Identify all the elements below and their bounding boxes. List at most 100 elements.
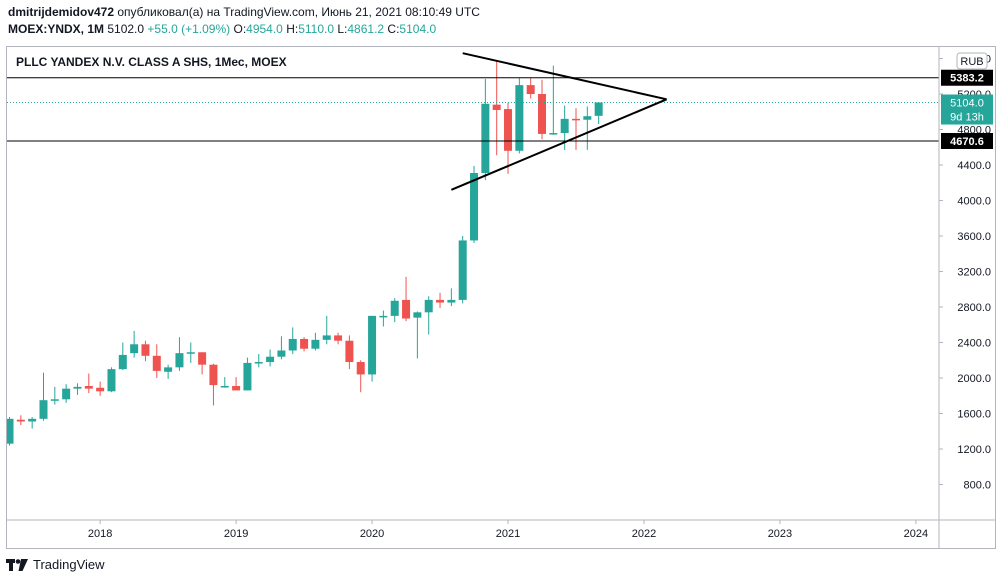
candle-body bbox=[254, 362, 263, 364]
candle[interactable] bbox=[266, 349, 275, 367]
candle-body bbox=[379, 315, 388, 318]
candle[interactable] bbox=[277, 336, 286, 360]
candle[interactable] bbox=[254, 354, 263, 368]
candlestick-chart[interactable]: 800.0 1200.0 1600.0 2000.0 2400.0 2800.0 3200.… bbox=[5, 47, 995, 548]
candle-body bbox=[515, 85, 524, 151]
candle-body bbox=[164, 367, 173, 372]
candle[interactable] bbox=[300, 337, 309, 352]
candle[interactable] bbox=[515, 78, 524, 154]
candle-body bbox=[402, 299, 411, 319]
chart-title: PLLC YANDEX N.V. CLASS A SHS, 1Мес, MOEX bbox=[16, 55, 287, 69]
triangle-upper-trendline[interactable] bbox=[462, 52, 667, 101]
candle[interactable] bbox=[232, 377, 241, 391]
candle-body bbox=[447, 299, 456, 303]
candle[interactable] bbox=[220, 377, 229, 388]
candle[interactable] bbox=[458, 236, 467, 304]
candle[interactable] bbox=[356, 360, 365, 393]
candle[interactable] bbox=[288, 327, 297, 355]
y-tick-label: 2800.0 bbox=[957, 302, 991, 314]
candle-body bbox=[470, 172, 479, 241]
candle-body bbox=[243, 362, 252, 391]
candle[interactable] bbox=[492, 60, 501, 156]
candle-body bbox=[118, 354, 127, 370]
candle-body bbox=[130, 344, 139, 354]
candle[interactable] bbox=[470, 165, 479, 244]
chart-frame[interactable]: 800.0 1200.0 1600.0 2000.0 2400.0 2800.0 3200.… bbox=[5, 46, 996, 549]
candle[interactable] bbox=[549, 65, 558, 135]
candle[interactable] bbox=[164, 364, 173, 379]
candle[interactable] bbox=[345, 335, 354, 370]
candle[interactable] bbox=[209, 363, 218, 406]
brand-name[interactable]: TradingView bbox=[33, 557, 105, 572]
candle-body bbox=[28, 418, 37, 422]
candle[interactable] bbox=[504, 102, 513, 174]
candle[interactable] bbox=[107, 367, 116, 393]
candle-body bbox=[368, 315, 377, 375]
level-price-label: 5383.2 bbox=[950, 73, 984, 85]
candle-body bbox=[141, 344, 150, 356]
candle-body bbox=[526, 85, 535, 94]
level-price-badge bbox=[941, 132, 993, 149]
candle[interactable] bbox=[84, 373, 93, 394]
candle[interactable] bbox=[402, 276, 411, 322]
candle[interactable] bbox=[96, 381, 105, 396]
y-tick-label: 3200.0 bbox=[957, 267, 991, 279]
candle[interactable] bbox=[322, 315, 331, 345]
last-price-badge bbox=[941, 94, 993, 125]
candle[interactable] bbox=[118, 342, 127, 371]
candle-body bbox=[16, 419, 25, 422]
candle-body bbox=[424, 299, 433, 313]
candle[interactable] bbox=[186, 342, 195, 363]
level-price-badge bbox=[941, 69, 993, 86]
candle[interactable] bbox=[526, 78, 535, 99]
candle[interactable] bbox=[311, 332, 320, 351]
candle[interactable] bbox=[424, 296, 433, 335]
candle-body bbox=[277, 350, 286, 357]
candle-body bbox=[322, 335, 331, 340]
candle[interactable] bbox=[572, 108, 580, 150]
candle-body bbox=[356, 362, 365, 375]
candle-body bbox=[334, 335, 343, 341]
candle[interactable] bbox=[141, 340, 150, 362]
y-tick-label: 4400.0 bbox=[957, 160, 991, 172]
candle-body bbox=[232, 385, 241, 391]
candle[interactable] bbox=[334, 332, 343, 345]
candle-body bbox=[186, 352, 195, 354]
candle-body bbox=[436, 299, 445, 303]
candle[interactable] bbox=[152, 344, 161, 378]
candle[interactable] bbox=[436, 292, 445, 308]
candle[interactable] bbox=[481, 78, 490, 181]
candle[interactable] bbox=[28, 417, 37, 429]
candle[interactable] bbox=[538, 79, 547, 140]
author-name[interactable]: dmitrijdemidov472 bbox=[8, 5, 115, 19]
ohlc-line: MOEX:YNDX, 1M 5102.0 +55.0 (+1.09%) O:49… bbox=[8, 22, 436, 36]
candle[interactable] bbox=[594, 101, 603, 125]
x-tick-label: 2018 bbox=[88, 528, 112, 540]
candle[interactable] bbox=[16, 415, 25, 426]
candle[interactable] bbox=[73, 383, 82, 395]
candle[interactable] bbox=[243, 357, 252, 391]
candle-body bbox=[538, 94, 547, 134]
candle[interactable] bbox=[583, 106, 592, 150]
candle[interactable] bbox=[62, 384, 71, 403]
candle[interactable] bbox=[175, 337, 184, 371]
candle[interactable] bbox=[39, 372, 48, 421]
x-tick-label: 2023 bbox=[768, 528, 792, 540]
candle-body bbox=[583, 116, 592, 120]
candle[interactable] bbox=[447, 288, 456, 307]
y-tick-label: 4000.0 bbox=[957, 196, 991, 208]
currency-badge-box[interactable] bbox=[956, 52, 988, 70]
currency-badge[interactable]: RUB bbox=[960, 56, 983, 68]
open-label: O: bbox=[233, 22, 247, 36]
candle[interactable] bbox=[130, 330, 139, 358]
candle[interactable] bbox=[50, 386, 59, 405]
candle[interactable] bbox=[5, 417, 14, 446]
candle[interactable] bbox=[413, 311, 422, 359]
triangle-lower-trendline[interactable] bbox=[450, 98, 668, 191]
open-value: 4954.0 bbox=[246, 22, 283, 36]
candle[interactable] bbox=[198, 352, 207, 375]
candle[interactable] bbox=[379, 310, 388, 327]
candle-body bbox=[560, 118, 569, 134]
candle[interactable] bbox=[368, 315, 377, 382]
candle[interactable] bbox=[390, 298, 399, 323]
